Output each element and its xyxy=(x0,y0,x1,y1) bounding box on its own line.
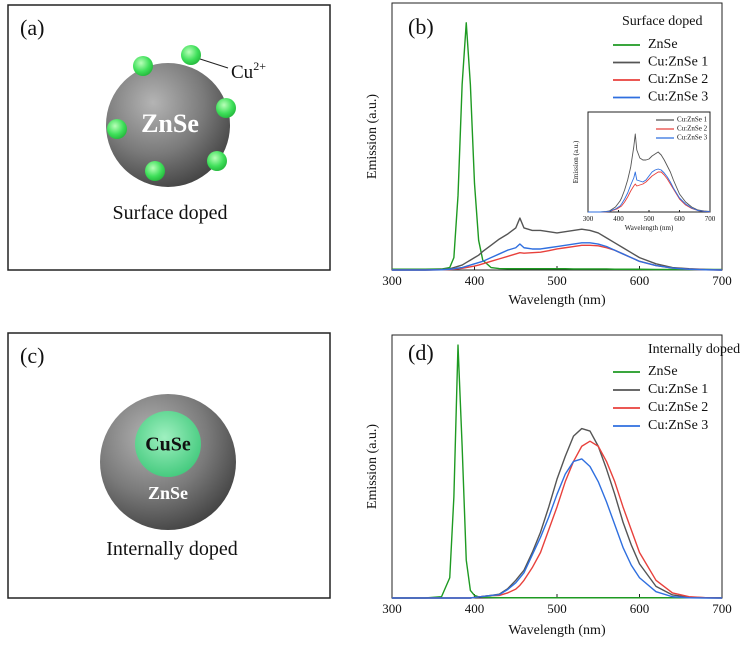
x-tick-label: 400 xyxy=(465,273,485,288)
x-tick-label: 500 xyxy=(644,215,655,223)
x-tick-label: 600 xyxy=(630,601,650,616)
x-tick-label: 400 xyxy=(465,601,485,616)
series-line xyxy=(392,217,723,271)
series-line xyxy=(588,168,711,213)
panel-label: (d) xyxy=(408,340,434,365)
legend-label: Cu:ZnSe 2 xyxy=(648,72,708,87)
panel-label: (c) xyxy=(20,343,44,368)
dopant-ion xyxy=(107,119,127,139)
panel-label: (a) xyxy=(20,15,44,40)
series-line xyxy=(392,344,722,599)
chart: 300 400 500 600 700 Wavelength (nm) Emission (… xyxy=(365,2,732,308)
nanoparticle xyxy=(106,63,230,187)
legend-title: Internally doped xyxy=(648,342,740,357)
legend-label: Cu:ZnSe 1 xyxy=(648,382,708,397)
series-line xyxy=(588,171,711,213)
x-tick-label: 700 xyxy=(712,601,732,616)
legend-label: Cu:ZnSe 1 xyxy=(648,55,708,70)
legend-label: ZnSe xyxy=(648,364,678,379)
x-axis-title: Wavelength (nm) xyxy=(625,224,674,232)
legend-label: Cu:ZnSe 3 xyxy=(677,134,708,142)
x-tick-label: 700 xyxy=(705,215,716,223)
x-tick-label: 600 xyxy=(674,215,685,223)
legend-label: Cu:ZnSe 2 xyxy=(677,125,708,133)
dopant-ion xyxy=(181,45,201,65)
panel-caption: Surface doped xyxy=(113,202,228,224)
plot-frame xyxy=(391,334,723,599)
dopant-ion xyxy=(216,98,236,118)
x-tick-label: 300 xyxy=(583,215,594,223)
y-axis-title: Emission (a.u.) xyxy=(572,140,580,183)
core-label: CuSe xyxy=(145,434,191,456)
x-tick-label: 400 xyxy=(613,215,624,223)
series-line xyxy=(392,458,722,599)
dopant-label: Cu2+ xyxy=(231,59,266,83)
legend-label: ZnSe xyxy=(648,37,678,52)
panel-label: (b) xyxy=(408,14,434,39)
x-tick-label: 300 xyxy=(382,273,402,288)
core-label: ZnSe xyxy=(141,109,199,138)
x-tick-label: 600 xyxy=(630,273,650,288)
chart: 300 400 500 600 700 Wavelength (nm) Emission (… xyxy=(365,334,740,638)
legend-label: Cu:ZnSe 1 xyxy=(677,116,708,124)
dopant-ion xyxy=(145,161,165,181)
x-tick-label: 700 xyxy=(712,273,732,288)
chart: 300 400 500 600 700 Wavelength (nm) Emission (… xyxy=(572,111,716,232)
x-axis-title: Wavelength (nm) xyxy=(508,293,606,308)
x-tick-label: 500 xyxy=(547,601,567,616)
series-line xyxy=(392,242,723,271)
legend-label: Cu:ZnSe 3 xyxy=(648,418,708,433)
dopant-symbol: Cu xyxy=(231,62,254,83)
pointer-line xyxy=(196,57,229,69)
series-line xyxy=(392,22,722,271)
panel-c: (c) CuSe ZnSe Internally doped xyxy=(7,332,331,599)
x-tick-label: 300 xyxy=(382,601,402,616)
legend-label: Cu:ZnSe 2 xyxy=(648,400,708,415)
x-axis-title: Wavelength (nm) xyxy=(508,623,606,638)
x-tick-label: 500 xyxy=(547,273,567,288)
dopant-ion xyxy=(207,151,227,171)
panel-caption: Internally doped xyxy=(106,538,238,560)
y-axis-title: Emission (a.u.) xyxy=(365,424,380,509)
shell-label: ZnSe xyxy=(148,483,188,503)
series-line xyxy=(588,133,711,213)
plot-frame xyxy=(587,111,711,213)
panel-a: (a) ZnSe Cu2+ Surface doped xyxy=(7,4,331,271)
dopant-charge: 2+ xyxy=(253,59,266,73)
dopant-ion xyxy=(133,56,153,76)
legend-label: Cu:ZnSe 3 xyxy=(648,90,708,105)
core xyxy=(135,411,201,477)
legend-title: Surface doped xyxy=(622,14,702,29)
y-axis-title: Emission (a.u.) xyxy=(365,94,380,179)
